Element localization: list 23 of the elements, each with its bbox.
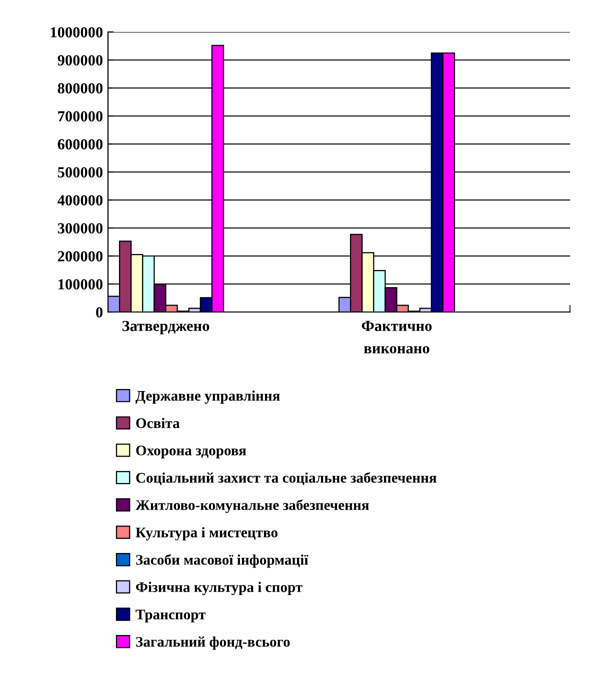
y-tick-label: 1000000	[50, 27, 103, 38]
y-tick-label: 0	[96, 307, 103, 318]
y-tick-label: 700000	[58, 111, 103, 122]
x-tick-label: Фактично виконано	[362, 320, 432, 354]
legend-label: Соціальний захист та соціальне забезпечення	[136, 472, 436, 486]
y-tick-label: 200000	[58, 251, 103, 262]
legend-label: Культура і мистецтво	[136, 527, 278, 540]
y-tick-label: 800000	[58, 83, 103, 94]
legend-label: Охорона здоровя	[136, 446, 246, 458]
legend-label: Освіта	[136, 418, 180, 428]
y-tick-label: 600000	[58, 139, 103, 150]
legend-label: Житлово-комунальне забезпечення	[135, 499, 369, 514]
y-tick-label: 900000	[58, 55, 103, 66]
y-tick-label: 100000	[58, 279, 103, 290]
y-tick-label: 400000	[58, 195, 103, 206]
y-tick-label: 300000	[58, 223, 103, 234]
legend-label: Транспорт	[136, 610, 206, 622]
x-tick-label: Затверджено	[122, 320, 210, 334]
y-tick-label: 500000	[58, 167, 103, 178]
legend-label: Державне управління	[136, 390, 280, 404]
legend-label: Загальний фонд-всього	[136, 636, 290, 650]
legend-label: Засоби масової інформації	[136, 554, 308, 568]
legend-label: Фізична культура і спорт	[136, 582, 302, 596]
